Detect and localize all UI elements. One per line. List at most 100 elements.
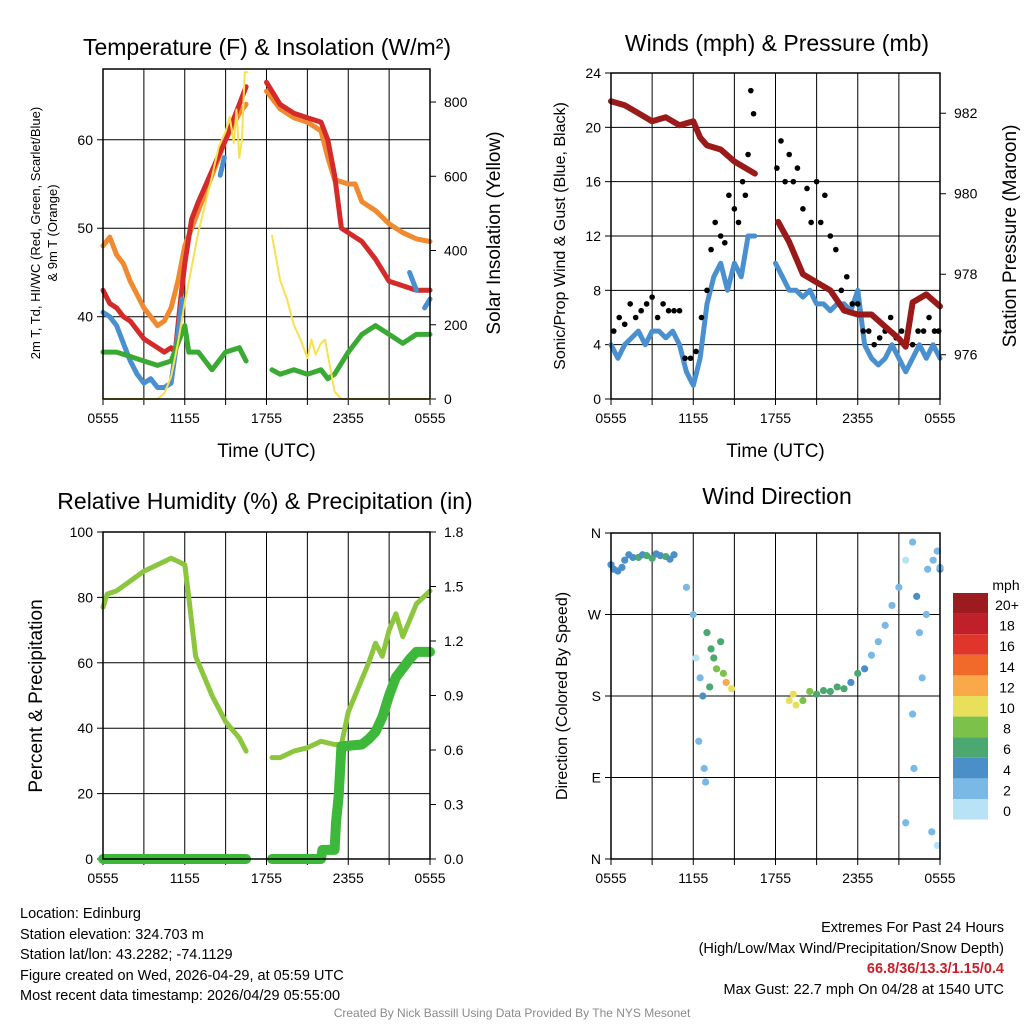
y-right-axis-label: Solar Insolation (Yellow)	[484, 131, 505, 334]
extremes-panel: Extremes For Past 24 Hours (High/Low/Max…	[699, 918, 1004, 1000]
wind-direction-point	[813, 690, 821, 698]
wind-direction-point	[618, 563, 626, 572]
wind-direction-point	[922, 610, 930, 619]
chart-title: Relative Humidity (%) & Precipitation (i…	[57, 488, 472, 514]
wind-direction-point	[908, 710, 917, 718]
legend-swatch	[953, 593, 988, 614]
gust-point	[898, 328, 905, 334]
gust-point	[915, 328, 921, 334]
legend-swatch	[953, 654, 988, 676]
gust-point	[817, 219, 824, 226]
gust-point	[726, 192, 732, 199]
series-td	[100, 155, 433, 390]
gust-point	[682, 355, 688, 362]
x-tick-label: 0555	[414, 870, 445, 886]
gust-point	[786, 151, 793, 158]
gust-point	[920, 328, 927, 334]
x-tick-label: 0555	[595, 870, 626, 886]
wind-direction-point	[861, 665, 869, 673]
gust-point	[794, 165, 801, 171]
x-tick-label: 1755	[760, 870, 791, 886]
gust-point	[813, 178, 820, 185]
wind-direction-point	[933, 841, 941, 850]
legend-label: 10	[999, 700, 1015, 716]
y-tick-label: N	[591, 851, 601, 867]
gust-point	[735, 219, 742, 226]
x-tick-label: 2355	[842, 410, 873, 426]
gust-point	[887, 314, 894, 321]
y-right-tick-label: 0.3	[444, 797, 464, 813]
wind-direction-point	[918, 674, 926, 682]
y-tick-label: 24	[585, 65, 601, 81]
wind-direction-point	[867, 651, 876, 659]
y-tick-label: 40	[77, 309, 93, 325]
gust-point	[676, 307, 683, 314]
extremes-subtitle: (High/Low/Max Wind/Precipitation/Snow De…	[698, 940, 1004, 957]
wind-direction-point	[902, 819, 910, 827]
gust-point	[687, 355, 694, 362]
x-tick-label: 1755	[251, 870, 282, 886]
gust-point	[717, 233, 724, 239]
elevation-text: Station elevation: 324.703 m	[20, 926, 204, 943]
gust-point	[808, 219, 814, 226]
wind-direction-point	[696, 674, 704, 682]
wind-direction-point	[913, 592, 921, 600]
y-right-tick-label: 982	[954, 105, 978, 121]
chart-title: Wind Direction	[702, 483, 852, 509]
location-text: Location: Edinburg	[20, 906, 141, 922]
wind-direction-point	[833, 683, 841, 691]
max-gust-text: Max Gust: 22.7 mph On 04/28 at 1540 UTC	[723, 981, 1004, 998]
legend-label: 18	[999, 618, 1015, 634]
gust-point	[610, 328, 617, 334]
x-tick-label: 2355	[842, 870, 873, 886]
y-right-tick-label: 400	[444, 243, 468, 259]
wind-direction-point	[712, 665, 721, 673]
legend-swatch	[953, 799, 988, 820]
chart-panel-1	[605, 72, 946, 405]
gust-point	[721, 239, 728, 246]
y-right-tick-label: 978	[954, 266, 978, 282]
gust-point	[693, 348, 699, 355]
extremes-values: 66.8/36/13.3/1.15/0.4	[866, 961, 1004, 977]
wind-direction-point	[682, 583, 690, 591]
credit-text: Created By Nick Bassill Using Data Provi…	[333, 1006, 691, 1020]
wind-direction-point	[689, 610, 697, 619]
x-tick-label: 0555	[924, 870, 955, 886]
wind-direction-point	[695, 737, 703, 745]
chart-panel-3	[605, 532, 944, 865]
gust-point	[638, 307, 644, 314]
y-tick-label: 20	[77, 786, 93, 802]
x-tick-label: 0555	[87, 870, 118, 886]
legend-label: 4	[1003, 762, 1011, 778]
wind-direction-point	[915, 629, 924, 637]
wind-direction-point	[719, 669, 728, 677]
wind-direction-point	[881, 621, 889, 629]
x-tick-label: 0555	[595, 410, 626, 426]
chart-title: Temperature (F) & Insolation (W/m²)	[83, 34, 451, 60]
legend-label: 0	[1003, 803, 1011, 819]
wind-direction-point	[706, 683, 714, 691]
station-info: Location: Edinburg Station elevation: 32…	[20, 904, 344, 1007]
x-tick-label: 2355	[333, 870, 364, 886]
y-tick-label: 4	[593, 337, 601, 353]
gust-point	[627, 301, 633, 307]
series-pressure	[608, 98, 943, 350]
wind-direction-point	[819, 686, 828, 695]
x-tick-label: 1155	[170, 870, 200, 886]
x-tick-label: 1155	[678, 410, 708, 426]
wind-direction-point	[717, 638, 725, 646]
gust-point	[750, 110, 757, 117]
y-axis-label-line2: & 9m T (Orange)	[45, 184, 60, 281]
wind-direction-point	[785, 696, 793, 705]
y-tick-label: 50	[77, 220, 93, 236]
created-text: Figure created on Wed, 2026-04-29, at 05…	[20, 967, 344, 984]
y-tick-label: 40	[77, 720, 93, 736]
y-tick-label: S	[592, 688, 601, 704]
wind-direction-point	[908, 538, 917, 546]
x-axis-label: Time (UTC)	[726, 441, 825, 462]
y-tick-label: 0	[593, 391, 601, 407]
wind-direction-point	[799, 696, 807, 705]
wind-direction-point	[910, 764, 918, 773]
y-tick-label: 0	[85, 851, 93, 867]
x-tick-label: 1755	[251, 410, 282, 426]
